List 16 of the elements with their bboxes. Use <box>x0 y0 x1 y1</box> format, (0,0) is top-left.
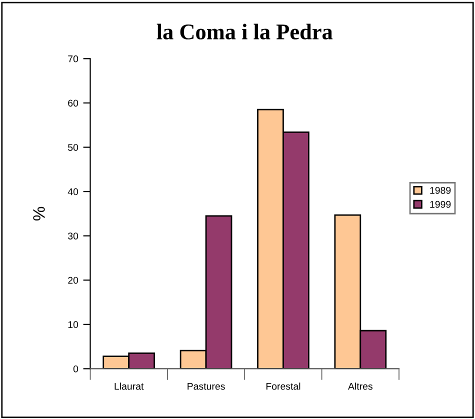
y-tick-label: 30 <box>68 232 78 240</box>
y-tick-label: 70 <box>68 55 78 62</box>
y-tick-label: 50 <box>68 144 78 151</box>
x-tick-label: Altres <box>348 382 372 390</box>
y-tick-label: 60 <box>68 100 78 107</box>
legend-label: 1999 <box>430 200 451 208</box>
y-tick-label: 0 <box>73 365 78 372</box>
x-tick-label: Forestal <box>266 382 300 390</box>
x-tick-label: Llaurat <box>114 382 144 390</box>
y-tick-label: 20 <box>68 276 78 284</box>
y-axis-title: % <box>33 206 45 221</box>
legend-label: 1989 <box>430 186 451 194</box>
x-tick-label: Pastures <box>188 382 225 390</box>
y-tick-label: 40 <box>68 188 78 196</box>
y-tick-label: 10 <box>68 321 78 328</box>
chart-title: la Coma i la Pedra <box>156 24 333 40</box>
